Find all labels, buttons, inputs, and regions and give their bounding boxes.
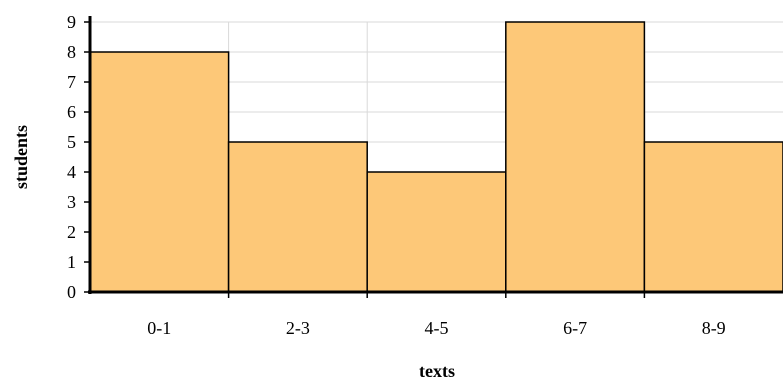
y-tick-label: 9 — [67, 12, 76, 32]
bars — [89, 21, 783, 293]
y-tick-label: 7 — [67, 72, 76, 92]
x-axis-title: texts — [419, 361, 455, 380]
y-axis-title: students — [11, 125, 31, 189]
bar-8-9 — [643, 141, 783, 293]
y-tick-label: 2 — [67, 222, 76, 242]
y-tick-label: 6 — [67, 102, 76, 122]
x-tick-label: 4-5 — [425, 318, 449, 338]
x-tick-label: 6-7 — [563, 318, 587, 338]
bar-4-5 — [366, 171, 507, 293]
x-ticks: 0-1 2-3 4-5 6-7 8-9 — [147, 292, 726, 338]
y-tick-label: 3 — [67, 192, 76, 212]
x-tick-label: 8-9 — [702, 318, 726, 338]
bar-2-3 — [227, 141, 368, 293]
y-tick-label: 0 — [67, 282, 76, 302]
y-tick-label: 1 — [67, 252, 76, 272]
y-tick-label: 5 — [67, 132, 76, 152]
y-ticks: 0 1 2 3 4 5 6 7 8 9 — [67, 12, 90, 302]
x-tick-label: 0-1 — [147, 318, 171, 338]
y-tick-label: 4 — [67, 162, 76, 182]
bar-0-1 — [89, 51, 230, 293]
y-tick-label: 8 — [67, 42, 76, 62]
bar-6-7 — [505, 21, 646, 293]
axes — [88, 16, 783, 294]
x-tick-label: 2-3 — [286, 318, 310, 338]
